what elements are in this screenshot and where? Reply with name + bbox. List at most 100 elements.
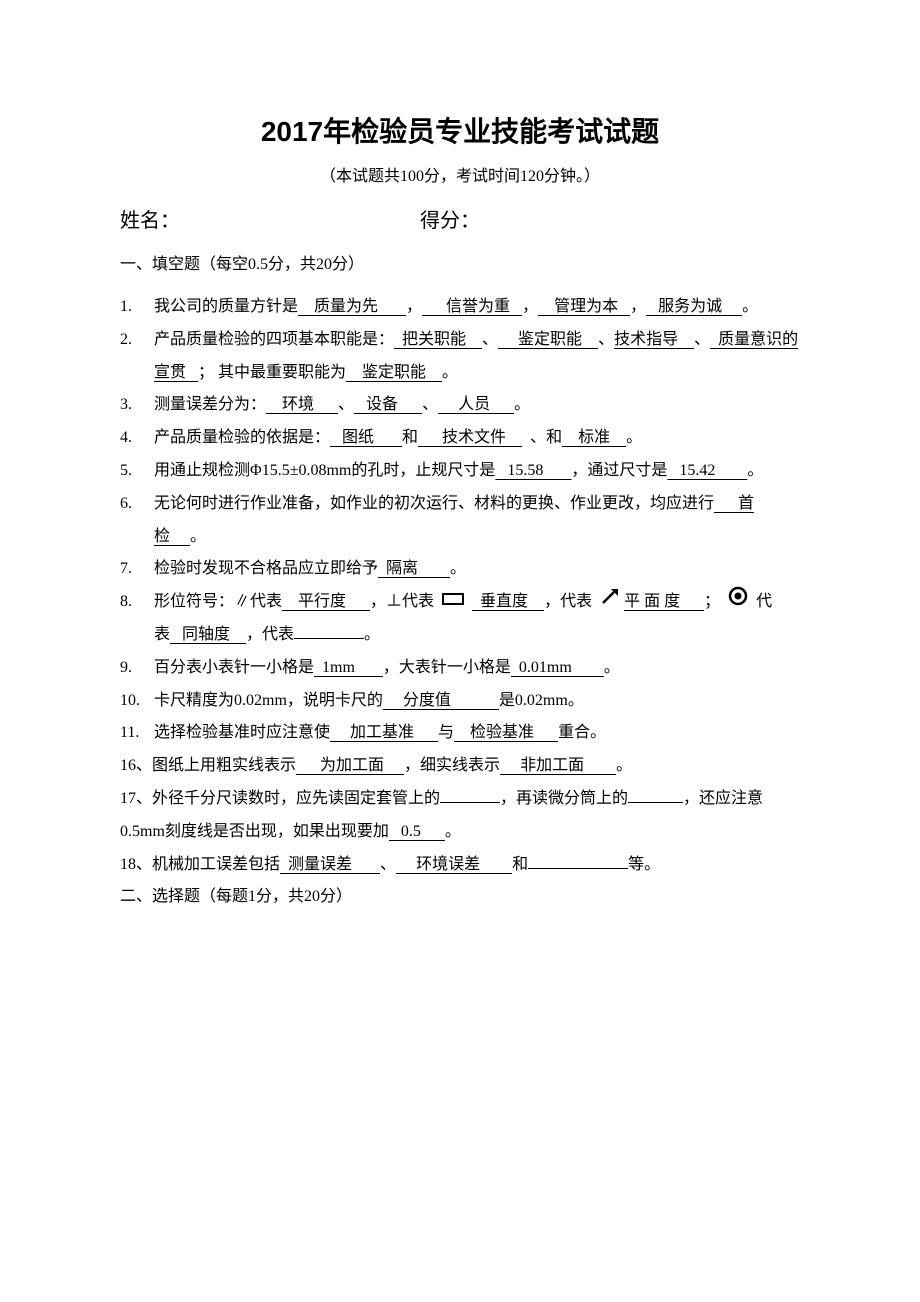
q11-num: 11.: [120, 717, 154, 750]
q5-a1: 15.58: [495, 462, 571, 479]
q4-sep: 、和: [522, 429, 562, 446]
q8-blank: [294, 638, 364, 639]
q5-pre: 用通止规检测Φ15.5±0.08mm的孔时，止规尺寸是: [154, 462, 495, 479]
q3-body: 测量误差分为： 环境 、 设备 、 人员 。: [154, 389, 800, 422]
q4-a3: 标准: [562, 429, 626, 446]
q3-a2: 设备: [354, 396, 422, 413]
question-7: 7. 检验时发现不合格品应立即给予 隔离 。: [120, 553, 800, 586]
q11-a2: 检验基准: [454, 724, 558, 741]
q16-a1: 为加工面: [296, 757, 404, 774]
q8-body: 形位符号：∥代表 平行度 ，⊥代表 垂直度 ，代表 平 面 度 ； 代表 同轴度…: [154, 586, 800, 652]
flatness-symbol-icon: [442, 586, 464, 619]
q4-a1: 图纸: [330, 429, 402, 446]
q3-end: 。: [514, 396, 530, 413]
q1-a4: 服务为诚: [646, 298, 742, 315]
q18-mid: 和: [512, 856, 528, 873]
q8-a1: 平行度: [282, 593, 370, 610]
exam-title: 2017年检验员专业技能考试试题: [120, 110, 800, 150]
q8-end: 。: [364, 626, 380, 643]
q10-body: 卡尺精度为0.02mm，说明卡尺的 分度值 是0.02mm。: [154, 685, 800, 718]
q8-a2: 垂直度: [472, 593, 544, 610]
q3-sep2: 、: [422, 396, 438, 413]
q1-body: 我公司的质量方针是 质量为先 ， 信誉为重 ， 管理为本 ， 服务为诚 。: [154, 291, 800, 324]
q2-a1: 把关职能: [394, 331, 482, 348]
q2-num: 2.: [120, 324, 154, 390]
question-3: 3. 测量误差分为： 环境 、 设备 、 人员 。: [120, 389, 800, 422]
q17-num: 17、: [120, 790, 152, 807]
q10-pre: 卡尺精度为0.02mm，说明卡尺的: [154, 692, 383, 709]
q7-end: 。: [450, 560, 466, 577]
q1-a3: 管理为本: [538, 298, 630, 315]
q18-blank: [528, 868, 628, 869]
q2-end: 。: [442, 364, 458, 381]
q8-mid3: ；: [704, 593, 720, 610]
q17-blank1: [440, 802, 500, 803]
q4-end: 。: [626, 429, 642, 446]
q11-body: 选择检验基准时应注意使 加工基准 与 检验基准 重合。: [154, 717, 800, 750]
q4-pre: 产品质量检验的依据是：: [154, 429, 330, 446]
q10-num: 10.: [120, 685, 154, 718]
q11-mid: 与: [438, 724, 454, 741]
q16-pre: 图纸上用粗实线表示: [152, 757, 296, 774]
q5-mid: ，通过尺寸是: [571, 462, 667, 479]
q1-a1: 质量为先: [298, 298, 406, 315]
q2-a2: 鉴定职能: [498, 331, 598, 348]
q11-end: 重合。: [558, 724, 606, 741]
q6-pre: 无论何时进行作业准备，如作业的初次运行、材料的更换、作业更改，均应进行: [154, 495, 714, 512]
q3-pre: 测量误差分为：: [154, 396, 266, 413]
q18-pre: 机械加工误差包括: [152, 856, 280, 873]
q18-num: 18、: [120, 856, 152, 873]
name-label: 姓名：: [120, 204, 420, 233]
question-1: 1. 我公司的质量方针是 质量为先 ， 信誉为重 ， 管理为本 ， 服务为诚 。: [120, 291, 800, 324]
question-5: 5. 用通止规检测Φ15.5±0.08mm的孔时，止规尺寸是 15.58 ，通过…: [120, 455, 800, 488]
question-4: 4. 产品质量检验的依据是： 图纸 和 技术文件 、和 标准 。: [120, 422, 800, 455]
q17-pre: 外径千分尺读数时，应先读固定套管上的: [152, 790, 440, 807]
q8-mid2: ，代表: [544, 593, 592, 610]
q9-a2: 0.01mm: [511, 659, 604, 676]
q4-a2: 技术文件: [418, 429, 522, 446]
q8-a3: 平 面 度: [624, 593, 704, 610]
q7-num: 7.: [120, 553, 154, 586]
q7-pre: 检验时发现不合格品应立即给予: [154, 560, 378, 577]
q1-sep2: ，: [522, 298, 538, 315]
q18-a2: 环境误差: [396, 856, 512, 873]
q1-end: 。: [742, 298, 758, 315]
q17-end: 。: [445, 823, 461, 840]
q9-a1: 1mm: [314, 659, 383, 676]
q17-mid1: ，再读微分筒上的: [500, 790, 628, 807]
q11-a1: 加工基准: [330, 724, 438, 741]
q4-num: 4.: [120, 422, 154, 455]
q9-end: 。: [604, 659, 620, 676]
q8-mid5: ，代表: [246, 626, 294, 643]
q4-mid1: 和: [402, 429, 418, 446]
q16-mid: ，细实线表示: [404, 757, 500, 774]
section-2-title: 二、选择题（每题1分，共20分）: [120, 881, 800, 913]
section-1-title: 一、填空题（每空0.5分，共20分）: [120, 249, 800, 281]
q1-a2: 信誉为重: [422, 298, 522, 315]
q1-pre: 我公司的质量方针是: [154, 298, 298, 315]
q6-body: 无论何时进行作业准备，如作业的初次运行、材料的更换、作业更改，均应进行 首检 。: [154, 488, 800, 554]
q16-end: 。: [616, 757, 632, 774]
question-10: 10. 卡尺精度为0.02mm，说明卡尺的 分度值 是0.02mm。: [120, 685, 800, 718]
q2-body: 产品质量检验的四项基本职能是： 把关职能 、 鉴定职能 、技术指导 、 质量意识…: [154, 324, 800, 390]
q2-sep3: 、: [694, 331, 710, 348]
q1-sep3: ，: [630, 298, 646, 315]
q5-a2: 15.42: [667, 462, 747, 479]
q10-a1: 分度值: [383, 692, 499, 709]
question-18: 18、机械加工误差包括 测量误差 、 环境误差 和等。: [120, 849, 800, 882]
q6-end: 。: [190, 528, 206, 545]
q7-body: 检验时发现不合格品应立即给予 隔离 。: [154, 553, 800, 586]
q2-a3: 技术指导: [614, 331, 694, 348]
q16-a2: 非加工面: [500, 757, 616, 774]
q11-pre: 选择检验基准时应注意使: [154, 724, 330, 741]
q2-sep2: 、: [598, 331, 614, 348]
q5-num: 5.: [120, 455, 154, 488]
q3-sep1: 、: [338, 396, 354, 413]
q5-body: 用通止规检测Φ15.5±0.08mm的孔时，止规尺寸是 15.58 ，通过尺寸是…: [154, 455, 800, 488]
question-8: 8. 形位符号：∥代表 平行度 ，⊥代表 垂直度 ，代表 平 面 度 ； 代表 …: [120, 586, 800, 652]
q8-pre: 形位符号：∥代表: [154, 593, 282, 610]
q18-sep1: 、: [380, 856, 396, 873]
question-11: 11. 选择检验基准时应注意使 加工基准 与 检验基准 重合。: [120, 717, 800, 750]
q1-num: 1.: [120, 291, 154, 324]
q2-sep1: 、: [482, 331, 498, 348]
